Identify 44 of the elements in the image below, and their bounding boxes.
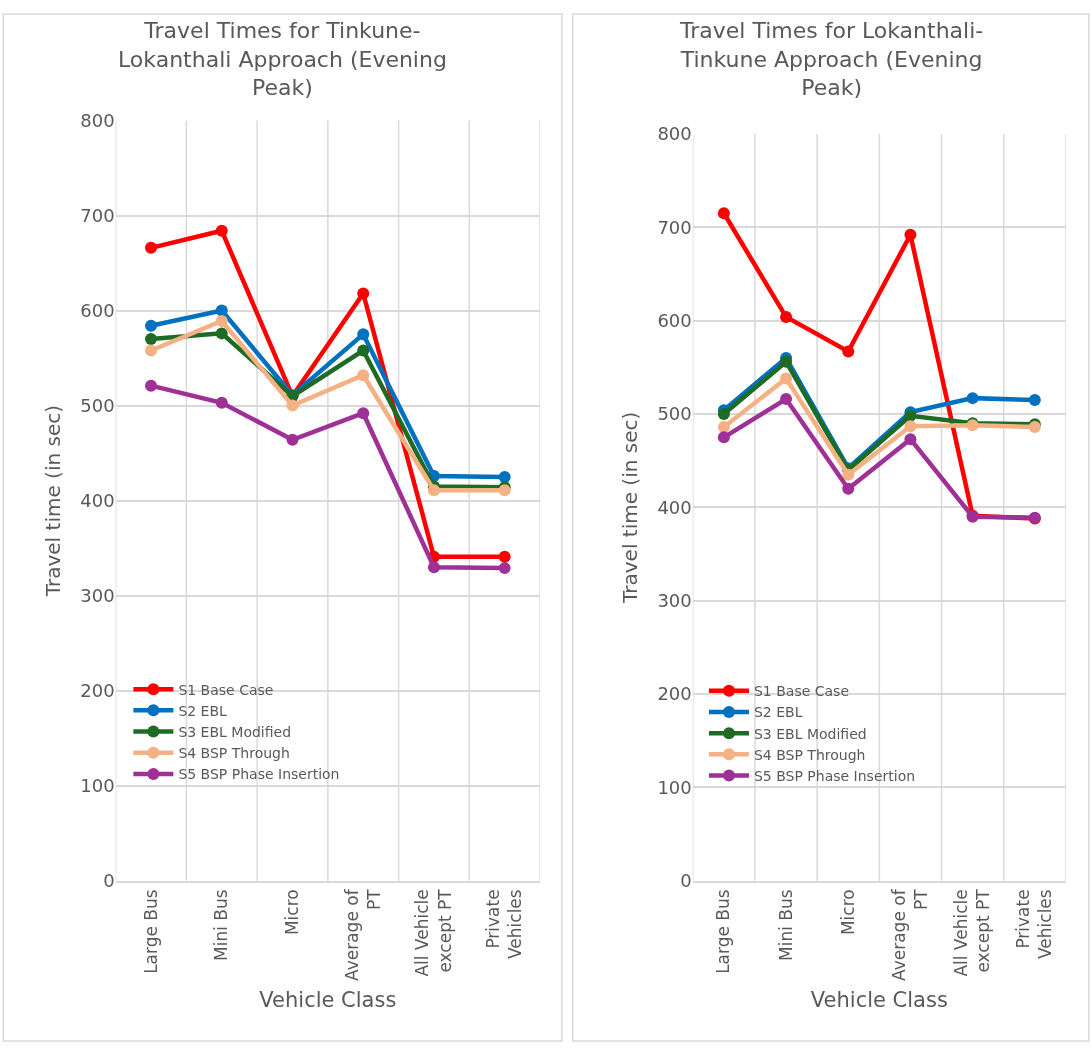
- y-tick-label: 600: [657, 309, 692, 331]
- chart-title: Travel Times for Tinkune-Lokanthali Approach (Evening Peak): [118, 18, 447, 101]
- y-tick-label: 800: [657, 123, 692, 145]
- x-tick-label: Average of PT: [341, 888, 384, 981]
- y-tick-label: 800: [80, 109, 115, 131]
- x-tick-label: Mini Bus: [211, 889, 232, 961]
- legend-label: S5 BSP Phase Insertion: [178, 766, 340, 783]
- x-tick-label: Large Bus: [713, 889, 734, 974]
- y-tick-label: 400: [657, 496, 692, 518]
- legend-label: S5 BSP Phase Insertion: [753, 768, 916, 785]
- y-tick-label: 400: [80, 489, 115, 511]
- legend-label: S4 BSP Through: [753, 746, 866, 763]
- legend-label: S3 EBL Modified: [753, 725, 867, 742]
- x-axis-title: Vehicle Class: [259, 987, 397, 1012]
- y-tick-label: 100: [80, 775, 115, 797]
- y-tick-label: 600: [80, 299, 115, 321]
- y-axis-title: Travel time (in sec): [617, 411, 642, 604]
- y-tick-label: 500: [80, 394, 115, 416]
- y-tick-label: 500: [657, 403, 692, 425]
- x-tick-label: Micro: [282, 889, 302, 936]
- x-tick-label: All Vehicle except PT: [412, 888, 455, 977]
- x-tick-label: All Vehicle except PT: [951, 888, 994, 977]
- y-axis-title: Travel time (in sec): [40, 405, 65, 598]
- x-tick-label: Mini Bus: [775, 889, 796, 961]
- y-tick-label: 300: [80, 584, 115, 606]
- y-tick-label: 200: [657, 683, 692, 705]
- legend-label: S1 Base Case: [178, 681, 274, 698]
- y-tick-label: 200: [80, 680, 115, 702]
- legend-label: S2 EBL: [753, 704, 803, 721]
- legend-label: S3 EBL Modified: [178, 724, 292, 741]
- legend-label: S1 Base Case: [753, 683, 850, 700]
- x-tick-label: Average of PT: [888, 888, 932, 981]
- y-tick-label: 0: [103, 870, 115, 892]
- y-tick-label: 0: [680, 870, 692, 892]
- legend-label: S4 BSP Through: [178, 745, 290, 762]
- x-tick-label: Micro: [837, 889, 858, 936]
- y-tick-label: 300: [657, 590, 692, 612]
- x-tick-label: Large Bus: [140, 889, 161, 974]
- legend-label: S2 EBL: [178, 702, 228, 719]
- y-tick-label: 100: [657, 776, 692, 798]
- x-axis-title: Vehicle Class: [810, 987, 948, 1012]
- y-tick-label: 700: [80, 204, 115, 226]
- chart-title: Travel Times for Lokanthali-Tinkune Approach (Evening Peak): [679, 18, 984, 101]
- y-tick-label: 700: [657, 216, 692, 238]
